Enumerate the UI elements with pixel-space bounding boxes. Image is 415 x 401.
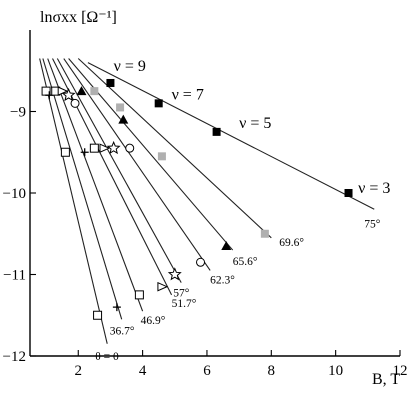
data-point [106, 78, 115, 87]
ticks: 2 4 6 8 10 12 −9 −10 −11 −12 [3, 105, 408, 380]
data-point [99, 143, 111, 153]
series-label: 62.3° [210, 274, 235, 286]
data-point [196, 257, 206, 267]
data-point [93, 310, 103, 320]
data-point [112, 303, 121, 312]
x-tick-label: 6 [203, 363, 211, 379]
data-point [221, 240, 232, 250]
data-point [134, 290, 144, 300]
fit-line [52, 58, 173, 296]
data-point [116, 103, 125, 112]
series-label: 65.6° [233, 256, 258, 268]
data-point [61, 87, 76, 102]
series-label: 75° [364, 218, 381, 230]
data-point [125, 143, 135, 153]
x-tick-label: 2 [75, 363, 83, 379]
data-point [260, 229, 269, 238]
data-points [41, 78, 353, 320]
nu-label: ν = 9 [114, 58, 146, 75]
data-point [118, 114, 129, 124]
series-label: 69.6° [279, 237, 304, 249]
x-tick-label: 10 [328, 363, 343, 379]
y-tick-label: −11 [3, 268, 26, 284]
y-tick-label: −12 [3, 349, 26, 365]
data-point [154, 99, 163, 108]
fit-lines [39, 58, 375, 344]
series-labels: θ = 0 36.7° 46.9° 51.7°57° 62.3° 65.6° 69.6° 75… [95, 218, 381, 362]
fit-line [77, 58, 272, 239]
data-point [344, 189, 353, 197]
fit-line [47, 58, 144, 312]
data-point [167, 267, 182, 281]
fit-line [39, 58, 108, 344]
series-label: θ = 0 [95, 351, 119, 363]
data-point [106, 140, 121, 155]
fit-line [87, 62, 375, 210]
series-label: 46.9° [141, 315, 166, 327]
y-tick-label: −9 [10, 105, 26, 121]
data-point [80, 148, 89, 157]
y-axis-title: lnσxx [Ω⁻¹] [40, 9, 117, 26]
x-tick-label: 12 [393, 363, 408, 379]
series-label: 57° [173, 288, 190, 300]
fit-line [56, 58, 182, 283]
series-label: 36.7° [110, 325, 135, 337]
nu-label: ν = 5 [239, 115, 271, 132]
x-tick-label: 8 [268, 363, 276, 379]
data-point [157, 281, 169, 292]
data-point [89, 143, 99, 153]
x-tick-label: 4 [139, 363, 147, 379]
data-point [60, 147, 70, 157]
data-point [90, 87, 99, 96]
data-point [212, 127, 221, 136]
data-point [70, 98, 80, 108]
x-axis-title: B, T [372, 371, 400, 388]
fit-line [42, 58, 123, 320]
nu-label: ν = 7 [172, 86, 204, 103]
nu-label: ν = 3 [358, 180, 390, 197]
y-tick-label: −10 [3, 186, 26, 202]
series-label: 51.7° [172, 298, 197, 310]
data-point [76, 86, 87, 96]
filling-factor-labels: ν = 9 ν = 7 ν = 5 ν = 3 [114, 58, 391, 197]
fit-line [63, 58, 211, 271]
data-point [157, 152, 166, 161]
